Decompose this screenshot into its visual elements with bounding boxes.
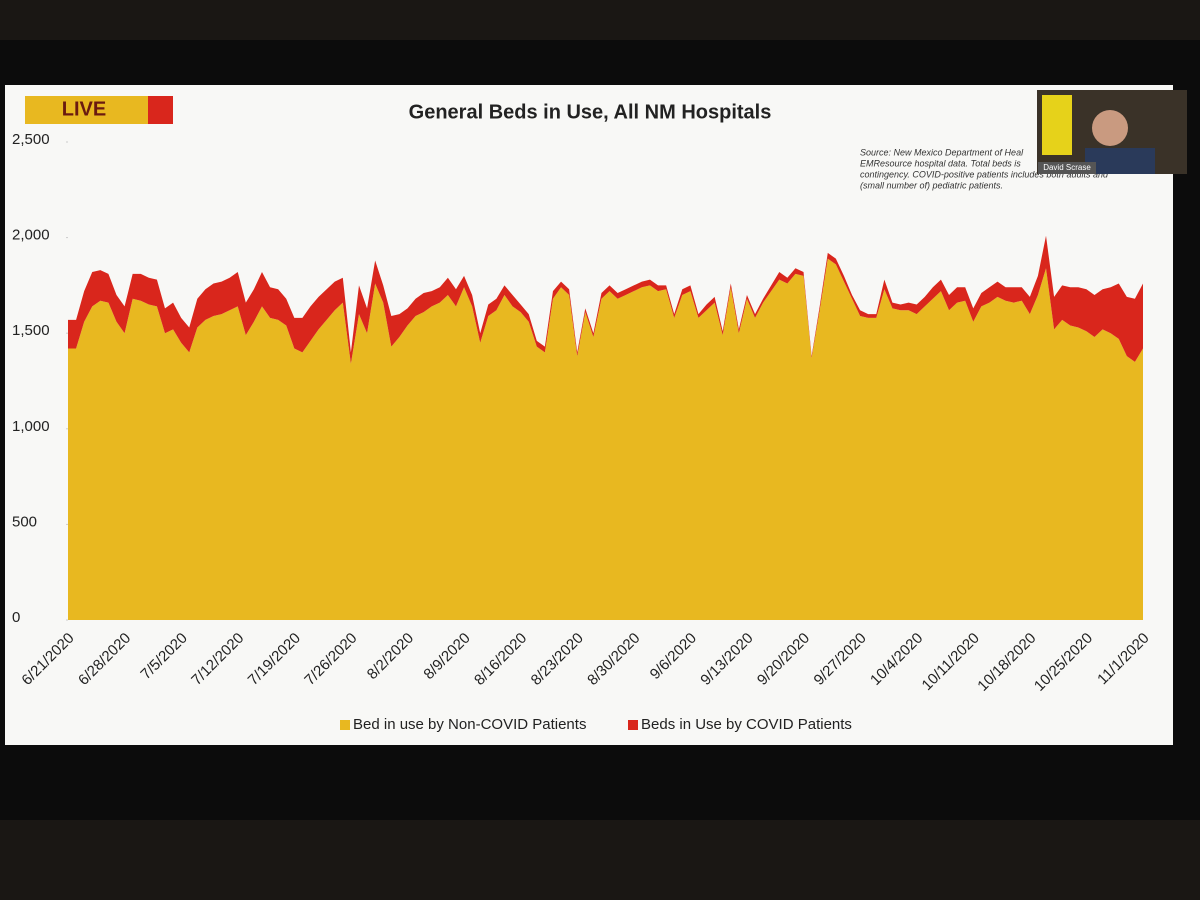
y-tick-label: 1,000 <box>12 418 50 435</box>
flag <box>1042 95 1072 155</box>
legend-swatch <box>628 720 638 730</box>
area <box>68 235 1143 364</box>
y-tick-label: 500 <box>12 513 37 530</box>
legend-swatch <box>340 720 350 730</box>
note-line: (small number of) pediatric patients. <box>860 180 1003 190</box>
presenter-name: David Scrase <box>1043 163 1091 172</box>
y-tick-label: 1,500 <box>12 322 50 339</box>
chart-title: General Beds in Use, All NM Hospitals <box>409 101 772 123</box>
live-badge-accent <box>148 96 173 124</box>
y-tick-label: 2,500 <box>12 131 50 148</box>
presenter-suit <box>1085 148 1155 174</box>
note-line: contingency. COVID-positive patients inc… <box>860 169 1109 179</box>
legend-label: Bed in use by Non-COVID Patients <box>353 716 586 733</box>
note-line: Source: New Mexico Department of Heal <box>860 147 1024 157</box>
legend-label: Beds in Use by COVID Patients <box>641 716 852 733</box>
note-line: EMResource hospital data. Total beds is <box>860 158 1021 168</box>
y-tick-label: 0 <box>12 609 20 626</box>
source-note: Source: New Mexico Department of HealEMR… <box>860 147 1109 190</box>
name-tag <box>1038 162 1096 174</box>
live-label: LIVE <box>62 98 106 120</box>
presenter-face <box>1092 110 1128 146</box>
area <box>68 258 1143 620</box>
y-tick-label: 2,000 <box>12 227 50 244</box>
